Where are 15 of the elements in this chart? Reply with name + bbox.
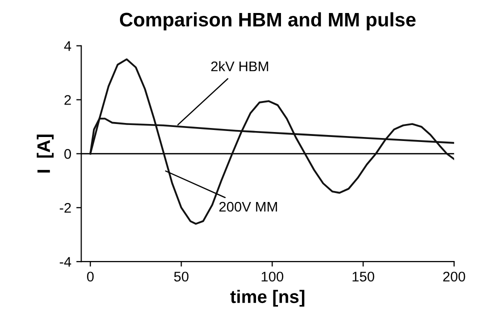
annotation: 2kV HBM <box>211 61 268 72</box>
chart-title: Comparison HBM and MM pulse <box>120 12 416 30</box>
y-tick-label: 2 <box>64 95 71 105</box>
y-tick-label: 4 <box>64 41 72 51</box>
x-tick-label: 150 <box>352 272 374 282</box>
x-tick-label: 200 <box>443 272 466 282</box>
y-axis-title: I [A] <box>36 134 54 173</box>
x-tick-label: 100 <box>262 272 284 282</box>
x-tick-label: 50 <box>174 272 188 282</box>
x-tick-label: 0 <box>87 272 94 282</box>
y-tick-label: -2 <box>60 202 71 213</box>
annotation: 200V MM <box>219 202 277 212</box>
x-axis-title: time [ns] <box>230 290 304 307</box>
y-tick-label: 0 <box>64 149 71 159</box>
y-tick-label: -4 <box>60 257 72 267</box>
